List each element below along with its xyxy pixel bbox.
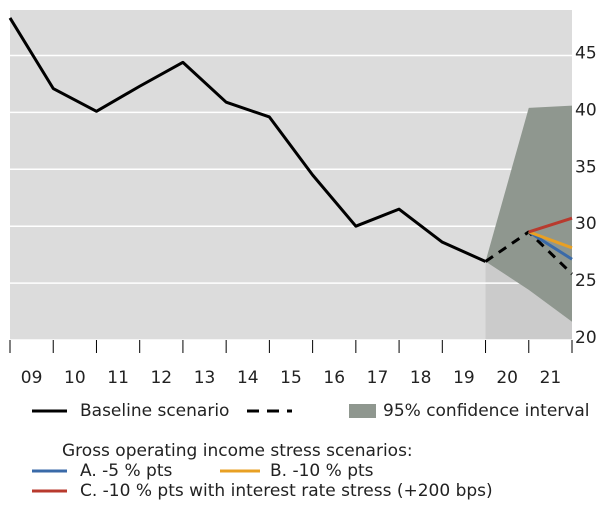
- x-tick-label: 14: [237, 368, 259, 388]
- x-tick-label: 11: [107, 368, 129, 388]
- plot-background: [10, 10, 572, 340]
- x-tick-label: 19: [453, 368, 475, 388]
- legend-label: 95% confidence interval: [383, 401, 589, 421]
- forecast-shade: [485, 261, 572, 340]
- line: [528, 216, 573, 234]
- y-tick-label: 35: [575, 157, 597, 177]
- x-tick-label: 12: [150, 368, 172, 388]
- line: [528, 230, 573, 250]
- legend-label: Baseline scenario: [80, 401, 229, 421]
- line: [8, 17, 487, 263]
- y-tick-label: 25: [575, 271, 597, 291]
- line: [527, 230, 573, 261]
- x-tick-label: 09: [21, 368, 43, 388]
- y-tick-label: 20: [575, 328, 597, 348]
- x-tick-label: 13: [194, 368, 216, 388]
- legend-label: B. -10 % pts: [270, 461, 374, 481]
- x-tick-label: 20: [496, 368, 518, 388]
- x-tick-label: 17: [367, 368, 389, 388]
- y-tick-label: 45: [575, 44, 597, 64]
- confidence-band: [485, 105, 572, 322]
- x-tick-label: 10: [64, 368, 86, 388]
- legend-label: C. -10 % pts with interest rate stress (…: [80, 481, 493, 501]
- legend-subtitle: Gross operating income stress scenarios:: [62, 441, 413, 461]
- x-tick-label: 18: [410, 368, 432, 388]
- legend-label: A. -5 % pts: [80, 461, 173, 481]
- x-tick-label: 15: [280, 368, 302, 388]
- x-tick-label: 21: [540, 368, 562, 388]
- y-tick-label: 30: [575, 214, 597, 234]
- legend-swatch: [349, 404, 376, 418]
- y-tick-label: 40: [575, 100, 597, 120]
- x-tick-label: 16: [323, 368, 345, 388]
